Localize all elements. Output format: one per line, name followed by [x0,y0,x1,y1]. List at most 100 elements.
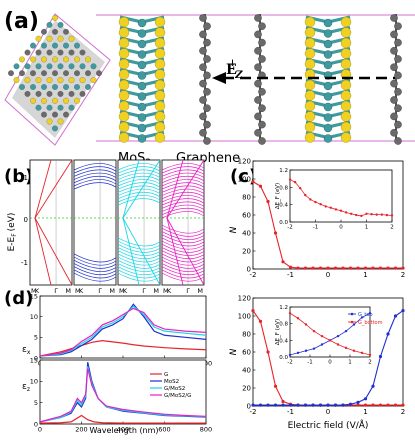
lattice-atom [90,77,97,83]
x-tick-label: 0 [38,426,42,434]
conduction-band [117,185,161,193]
mo-atom [323,39,333,49]
y-tick-label: 0.8 [279,322,288,328]
lattice-atom [41,42,47,49]
data-point [390,214,394,217]
data-point [344,211,348,214]
valence-band [117,256,161,266]
x-tick-label: 1 [348,360,352,366]
band-xtick: M [75,287,81,295]
lattice-atom [90,63,97,70]
conduction-band [161,195,205,203]
data-point [341,403,345,407]
mo-atom [323,92,333,101]
conduction-band [161,175,205,184]
s-atom [340,16,352,28]
s-atom [340,79,352,91]
band-plot-1: MK Γ M [73,159,117,295]
lattice-atom [57,49,64,56]
x-tick-label: 2 [401,271,405,279]
series-line-0 [39,340,207,357]
carbon-atom [394,88,402,96]
lattice-atom [57,118,64,125]
data-point [273,384,278,388]
conduction-band [73,179,117,187]
band-xtick: M [109,287,115,295]
carbon-atom [203,104,211,112]
s-atom [340,48,352,59]
panel-b: (b) E-EF(eV) 1 0 -1 MK Γ M MK Γ M MK Γ M MK Γ M [4,159,205,295]
data-point [288,403,293,407]
carbon-atom [199,63,207,71]
lattice-atom [52,111,58,118]
data-point [401,309,405,313]
conduction-band [117,198,161,206]
x-tick-label: 200 [75,426,87,434]
lattice-atom [8,70,14,77]
s-atom [154,132,166,143]
plot-frame [39,295,207,359]
carbon-atom [390,30,398,39]
lattice-atom [57,104,64,111]
mo-atom [323,102,333,112]
mo-atom [137,29,147,38]
lattice-atom [13,77,20,83]
x-tick-label: 2 [368,360,372,366]
valence-band [161,243,205,253]
y-tick-label: 60 [242,211,251,219]
mo-atom [323,123,333,133]
carbon-atom [203,55,211,63]
carbon-atom [254,79,262,88]
x-tick-label: 0 [339,225,343,231]
band-xtick: Γ [98,287,102,295]
inset-legend-label: G_top [358,312,373,318]
data-point [336,334,340,338]
data-point [363,403,368,407]
valence-band [117,240,161,250]
valence-band [161,253,205,263]
carbon-atom [390,79,398,88]
carbon-atom [199,30,207,39]
data-point [344,329,348,333]
data-point [304,349,308,352]
lattice-atom [46,77,53,83]
x-tick-label: 1 [363,271,367,279]
conduction-band [117,163,161,171]
x-tick-label: 800 [200,426,212,434]
lattice-atom [24,90,31,97]
s-atom [118,37,130,49]
carbon-atom [390,14,398,22]
lattice-atom [74,70,80,77]
x-tick-label: -1 [313,225,318,231]
carbon-atom [199,112,207,121]
carbon-atom [254,63,262,71]
band-xtick: K [79,287,84,295]
lattice-atom [52,15,58,21]
data-point [293,180,297,184]
lattice-atom [35,49,42,56]
data-point [350,212,353,215]
band-xtick: K [167,287,172,295]
data-point [303,403,308,407]
conduction-band [161,207,205,216]
lattice-atom [35,35,42,42]
s-atom [304,48,316,59]
y-tick-label: 0 [34,420,38,428]
carbon-atom [390,112,398,121]
lattice-atom [63,111,69,118]
carbon-atom [203,88,211,96]
lattice-atom [63,70,69,77]
data-point [314,200,317,204]
legend-label: G/MoS2 [164,386,185,392]
y-tick-label: 1.2 [279,168,288,174]
conduction-band [161,182,205,190]
data-point [251,180,255,184]
electric-field-arrow: E↓Z [212,59,395,84]
s-atom [118,132,130,143]
carbon-atom [258,22,266,31]
conduction-band [161,198,205,206]
series-line-3 [39,368,207,423]
dirac-band [34,159,52,219]
